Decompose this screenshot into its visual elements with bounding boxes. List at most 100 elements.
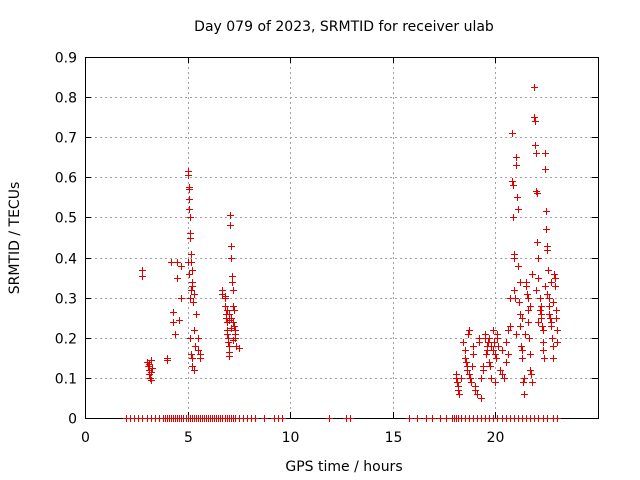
data-point — [139, 273, 146, 280]
data-point — [456, 391, 463, 398]
data-point — [406, 415, 413, 422]
data-point — [478, 375, 485, 382]
x-tick-label: 0 — [81, 430, 90, 446]
data-point — [189, 355, 196, 362]
data-point — [551, 271, 558, 278]
data-point — [535, 255, 542, 262]
data-point — [535, 319, 542, 326]
data-point — [188, 351, 195, 358]
y-tick-label: 0.5 — [55, 211, 77, 227]
data-point — [516, 299, 523, 306]
data-point — [546, 295, 553, 302]
data-point — [228, 255, 235, 262]
data-point — [468, 379, 475, 386]
data-point — [525, 307, 532, 314]
data-point — [554, 415, 561, 422]
data-point — [540, 327, 547, 334]
data-point — [534, 239, 541, 246]
y-tick-label: 0.8 — [55, 91, 77, 107]
data-point — [550, 355, 557, 362]
data-point — [532, 118, 539, 125]
data-point — [497, 367, 504, 374]
data-point — [544, 415, 551, 422]
data-point — [513, 162, 520, 169]
data-point — [511, 287, 518, 294]
data-point — [230, 337, 237, 344]
data-point — [168, 259, 175, 266]
data-point — [499, 347, 506, 354]
data-point — [514, 194, 521, 201]
data-point — [533, 150, 540, 157]
data-point — [552, 283, 559, 290]
data-point — [176, 317, 183, 324]
data-point — [522, 331, 529, 338]
plot-frame — [85, 57, 599, 419]
data-point — [531, 114, 538, 121]
data-point — [510, 182, 517, 189]
chart-title: Day 079 of 2023, SRMTID for receiver ula… — [194, 19, 494, 35]
data-point — [227, 212, 234, 219]
data-point — [547, 315, 554, 322]
data-point — [174, 259, 181, 266]
data-point — [543, 208, 550, 215]
data-point — [189, 267, 196, 274]
y-tick-label: 0.9 — [55, 51, 77, 67]
data-point — [229, 273, 236, 280]
data-point — [187, 295, 194, 302]
data-point — [148, 369, 155, 376]
data-point — [454, 379, 461, 386]
y-tick-label: 0 — [68, 412, 77, 428]
data-point — [188, 287, 195, 294]
data-point — [501, 375, 508, 382]
data-point — [148, 377, 155, 384]
data-point — [519, 347, 526, 354]
data-point — [492, 351, 499, 358]
data-point — [511, 255, 518, 262]
data-point — [470, 343, 477, 350]
data-point — [493, 355, 500, 362]
data-point — [545, 267, 552, 274]
data-point — [517, 279, 524, 286]
data-point — [540, 339, 547, 346]
data-point — [488, 343, 495, 350]
data-point — [553, 315, 560, 322]
data-point — [467, 375, 474, 382]
data-point — [228, 243, 235, 250]
data-point — [507, 323, 514, 330]
data-point — [525, 319, 532, 326]
data-point — [469, 363, 476, 370]
data-point — [527, 367, 534, 374]
data-point — [524, 291, 531, 298]
data-point — [541, 355, 548, 362]
data-point — [486, 359, 493, 366]
data-point — [553, 307, 560, 314]
data-point — [414, 415, 421, 422]
data-point — [186, 271, 193, 278]
data-point — [487, 363, 494, 370]
data-point — [149, 365, 156, 372]
data-point — [490, 327, 497, 334]
data-point — [224, 331, 231, 338]
data-point — [455, 387, 462, 394]
data-point — [170, 319, 177, 326]
data-point — [230, 319, 237, 326]
data-point — [543, 226, 550, 233]
data-point — [174, 275, 181, 282]
y-tick-label: 0.2 — [55, 332, 77, 348]
data-point — [550, 343, 557, 350]
data-point — [513, 154, 520, 161]
data-point — [537, 307, 544, 314]
data-point — [518, 343, 525, 350]
data-point — [526, 335, 533, 342]
data-point — [189, 283, 196, 290]
data-point — [476, 339, 483, 346]
data-point — [523, 283, 530, 290]
data-point — [521, 391, 528, 398]
data-point — [478, 395, 485, 402]
data-point — [460, 339, 467, 346]
data-point — [520, 379, 527, 386]
data-point — [521, 375, 528, 382]
y-tick-label: 0.6 — [55, 171, 77, 187]
data-point — [509, 178, 516, 185]
